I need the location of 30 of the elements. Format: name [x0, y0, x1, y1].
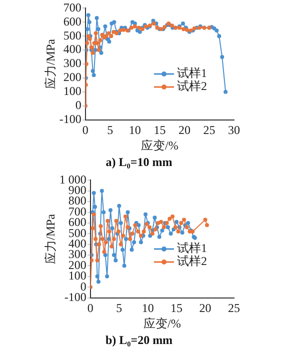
y-tick-label: 300: [63, 56, 82, 70]
y-tick-label: 700: [63, 0, 82, 14]
y-tick-label: 600: [63, 14, 82, 28]
legend-label: 试样1: [177, 66, 207, 80]
x-axis-title: 应变/%: [144, 316, 181, 331]
x-tick-label: 25: [228, 301, 240, 316]
y-tick-label: 100: [63, 84, 82, 98]
x-tick-label: 20: [199, 301, 212, 316]
legend-label: 试样1: [177, 241, 207, 256]
legend-label: 试样2: [177, 254, 207, 268]
y-axis-title: 应力/MPa: [43, 38, 58, 90]
y-tick-label: 200: [63, 70, 82, 84]
x-tick-label: 5: [107, 123, 114, 138]
x-tick-label: 10: [128, 123, 141, 138]
y-axis-title: 应力/MPa: [43, 213, 58, 264]
x-axis-title: 应变/%: [141, 138, 178, 153]
y-tick-label: 400: [63, 42, 82, 56]
x-tick-label: 15: [154, 123, 166, 138]
x-tick-label: 15: [170, 301, 183, 316]
y-tick-label: -100: [59, 112, 82, 126]
x-tick-label: 10: [142, 301, 154, 316]
text: b) L₀=20 mm: [105, 332, 173, 347]
x-tick-label: 20: [178, 123, 190, 138]
legend-label: 试样2: [177, 79, 207, 94]
y-tick-label: 500: [63, 28, 82, 42]
x-tick-label: 30: [228, 123, 240, 138]
text: a) L₀=10 mm: [106, 154, 172, 169]
x-tick-label: 5: [116, 301, 122, 316]
x-tick-label: 25: [203, 123, 216, 138]
y-tick-label: 0: [75, 98, 82, 112]
